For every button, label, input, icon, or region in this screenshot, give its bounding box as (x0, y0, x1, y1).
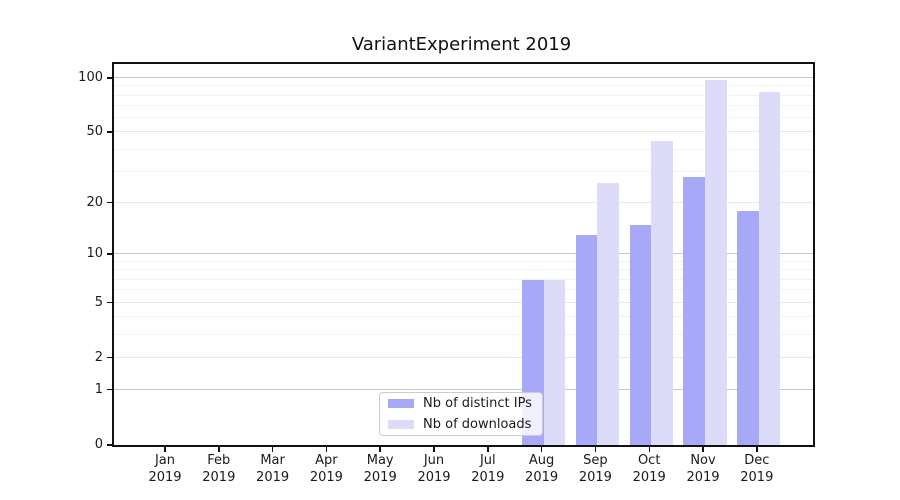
x-tick-label-jul: Jul 2019 (471, 453, 505, 485)
x-tick-label-sep: Sep 2019 (578, 453, 612, 485)
gridline-y-20 (114, 201, 813, 203)
gridline-y-1 (114, 388, 813, 390)
x-tick-mark-jun (433, 447, 435, 452)
bar-oct-distinct-ips (629, 224, 652, 445)
chart-title: VariantExperiment 2019 (351, 34, 572, 55)
x-tick-mark-may (379, 447, 381, 452)
gridline-y-9 (114, 260, 813, 262)
gridline-y-2 (114, 356, 813, 358)
bar-nov-distinct-ips (683, 177, 705, 445)
gridline-y-7 (114, 278, 813, 280)
gridline-y-60 (114, 117, 813, 119)
gridline-y-6 (114, 289, 813, 291)
bar-aug-downloads (543, 279, 566, 445)
x-tick-mark-aug (540, 447, 543, 452)
plot-area: Nb of distinct IPs Nb of downloads (112, 62, 815, 447)
x-tick-label-jan: Jan 2019 (148, 453, 182, 485)
y-tick-label-1: 1 (94, 381, 103, 397)
x-tick-label-dec: Dec 2019 (740, 453, 774, 485)
gridline-y-10 (114, 253, 813, 255)
x-tick-mark-feb (218, 447, 220, 452)
x-tick-label-may: May 2019 (363, 453, 397, 485)
y-tick-label-0: 0 (94, 437, 103, 452)
legend-item-downloads: Nb of downloads (388, 416, 534, 433)
gridline-y-80 (114, 94, 813, 96)
bar-sep-distinct-ips (575, 235, 598, 445)
x-tick-mark-sep (594, 447, 597, 452)
legend-item-distinct-ips: Nb of distinct IPs (388, 395, 534, 412)
legend: Nb of distinct IPs Nb of downloads (379, 392, 543, 436)
bar-dec-downloads (758, 91, 781, 445)
gridline-y-3 (114, 333, 813, 335)
x-tick-label-aug: Aug 2019 (525, 453, 559, 485)
y-tick-mark-1 (107, 388, 112, 391)
gridline-y-30 (114, 170, 813, 172)
gridline-y-50 (114, 131, 813, 133)
gridline-y-40 (114, 148, 813, 150)
legend-label-distinct-ips: Nb of distinct IPs (423, 396, 532, 411)
x-tick-label-jun: Jun 2019 (417, 453, 451, 485)
x-tick-label-feb: Feb 2019 (202, 453, 236, 485)
legend-swatch-distinct-ips (388, 399, 414, 408)
legend-swatch-downloads (388, 420, 414, 429)
y-tick-mark-2 (107, 356, 112, 359)
x-tick-mark-dec (756, 447, 758, 452)
legend-label-downloads: Nb of downloads (423, 417, 532, 432)
gridline-y-5 (114, 301, 813, 303)
gridline-y-90 (114, 85, 813, 87)
bar-oct-downloads (651, 140, 673, 445)
y-tick-label-20: 20 (86, 194, 103, 210)
y-tick-mark-20 (107, 201, 112, 204)
gridline-y-100 (114, 77, 813, 78)
gridline-y-8 (114, 269, 813, 271)
gridline-y-4 (114, 316, 813, 317)
y-tick-label-5: 5 (94, 294, 103, 310)
x-tick-label-apr: Apr 2019 (309, 453, 343, 485)
x-tick-label-mar: Mar 2019 (256, 453, 290, 485)
x-tick-mark-oct (648, 447, 650, 452)
x-tick-label-nov: Nov 2019 (686, 453, 720, 485)
y-tick-mark-50 (107, 131, 112, 133)
y-tick-mark-10 (107, 253, 112, 255)
y-tick-label-2: 2 (94, 349, 103, 365)
y-tick-mark-0 (107, 444, 112, 446)
x-tick-mark-jan (164, 447, 166, 452)
y-tick-label-10: 10 (86, 246, 103, 262)
x-tick-mark-nov (702, 447, 704, 452)
x-tick-mark-mar (271, 447, 274, 452)
bar-sep-downloads (597, 182, 619, 445)
y-tick-label-100: 100 (78, 70, 103, 85)
x-tick-label-oct: Oct 2019 (632, 453, 666, 485)
x-tick-mark-jul (487, 447, 489, 452)
x-tick-mark-apr (325, 447, 328, 452)
y-tick-mark-100 (107, 77, 112, 79)
bar-dec-distinct-ips (737, 210, 759, 445)
y-tick-label-50: 50 (86, 124, 103, 140)
bar-nov-downloads (705, 80, 727, 445)
gridline-y-70 (114, 105, 813, 106)
y-tick-mark-5 (107, 301, 112, 303)
